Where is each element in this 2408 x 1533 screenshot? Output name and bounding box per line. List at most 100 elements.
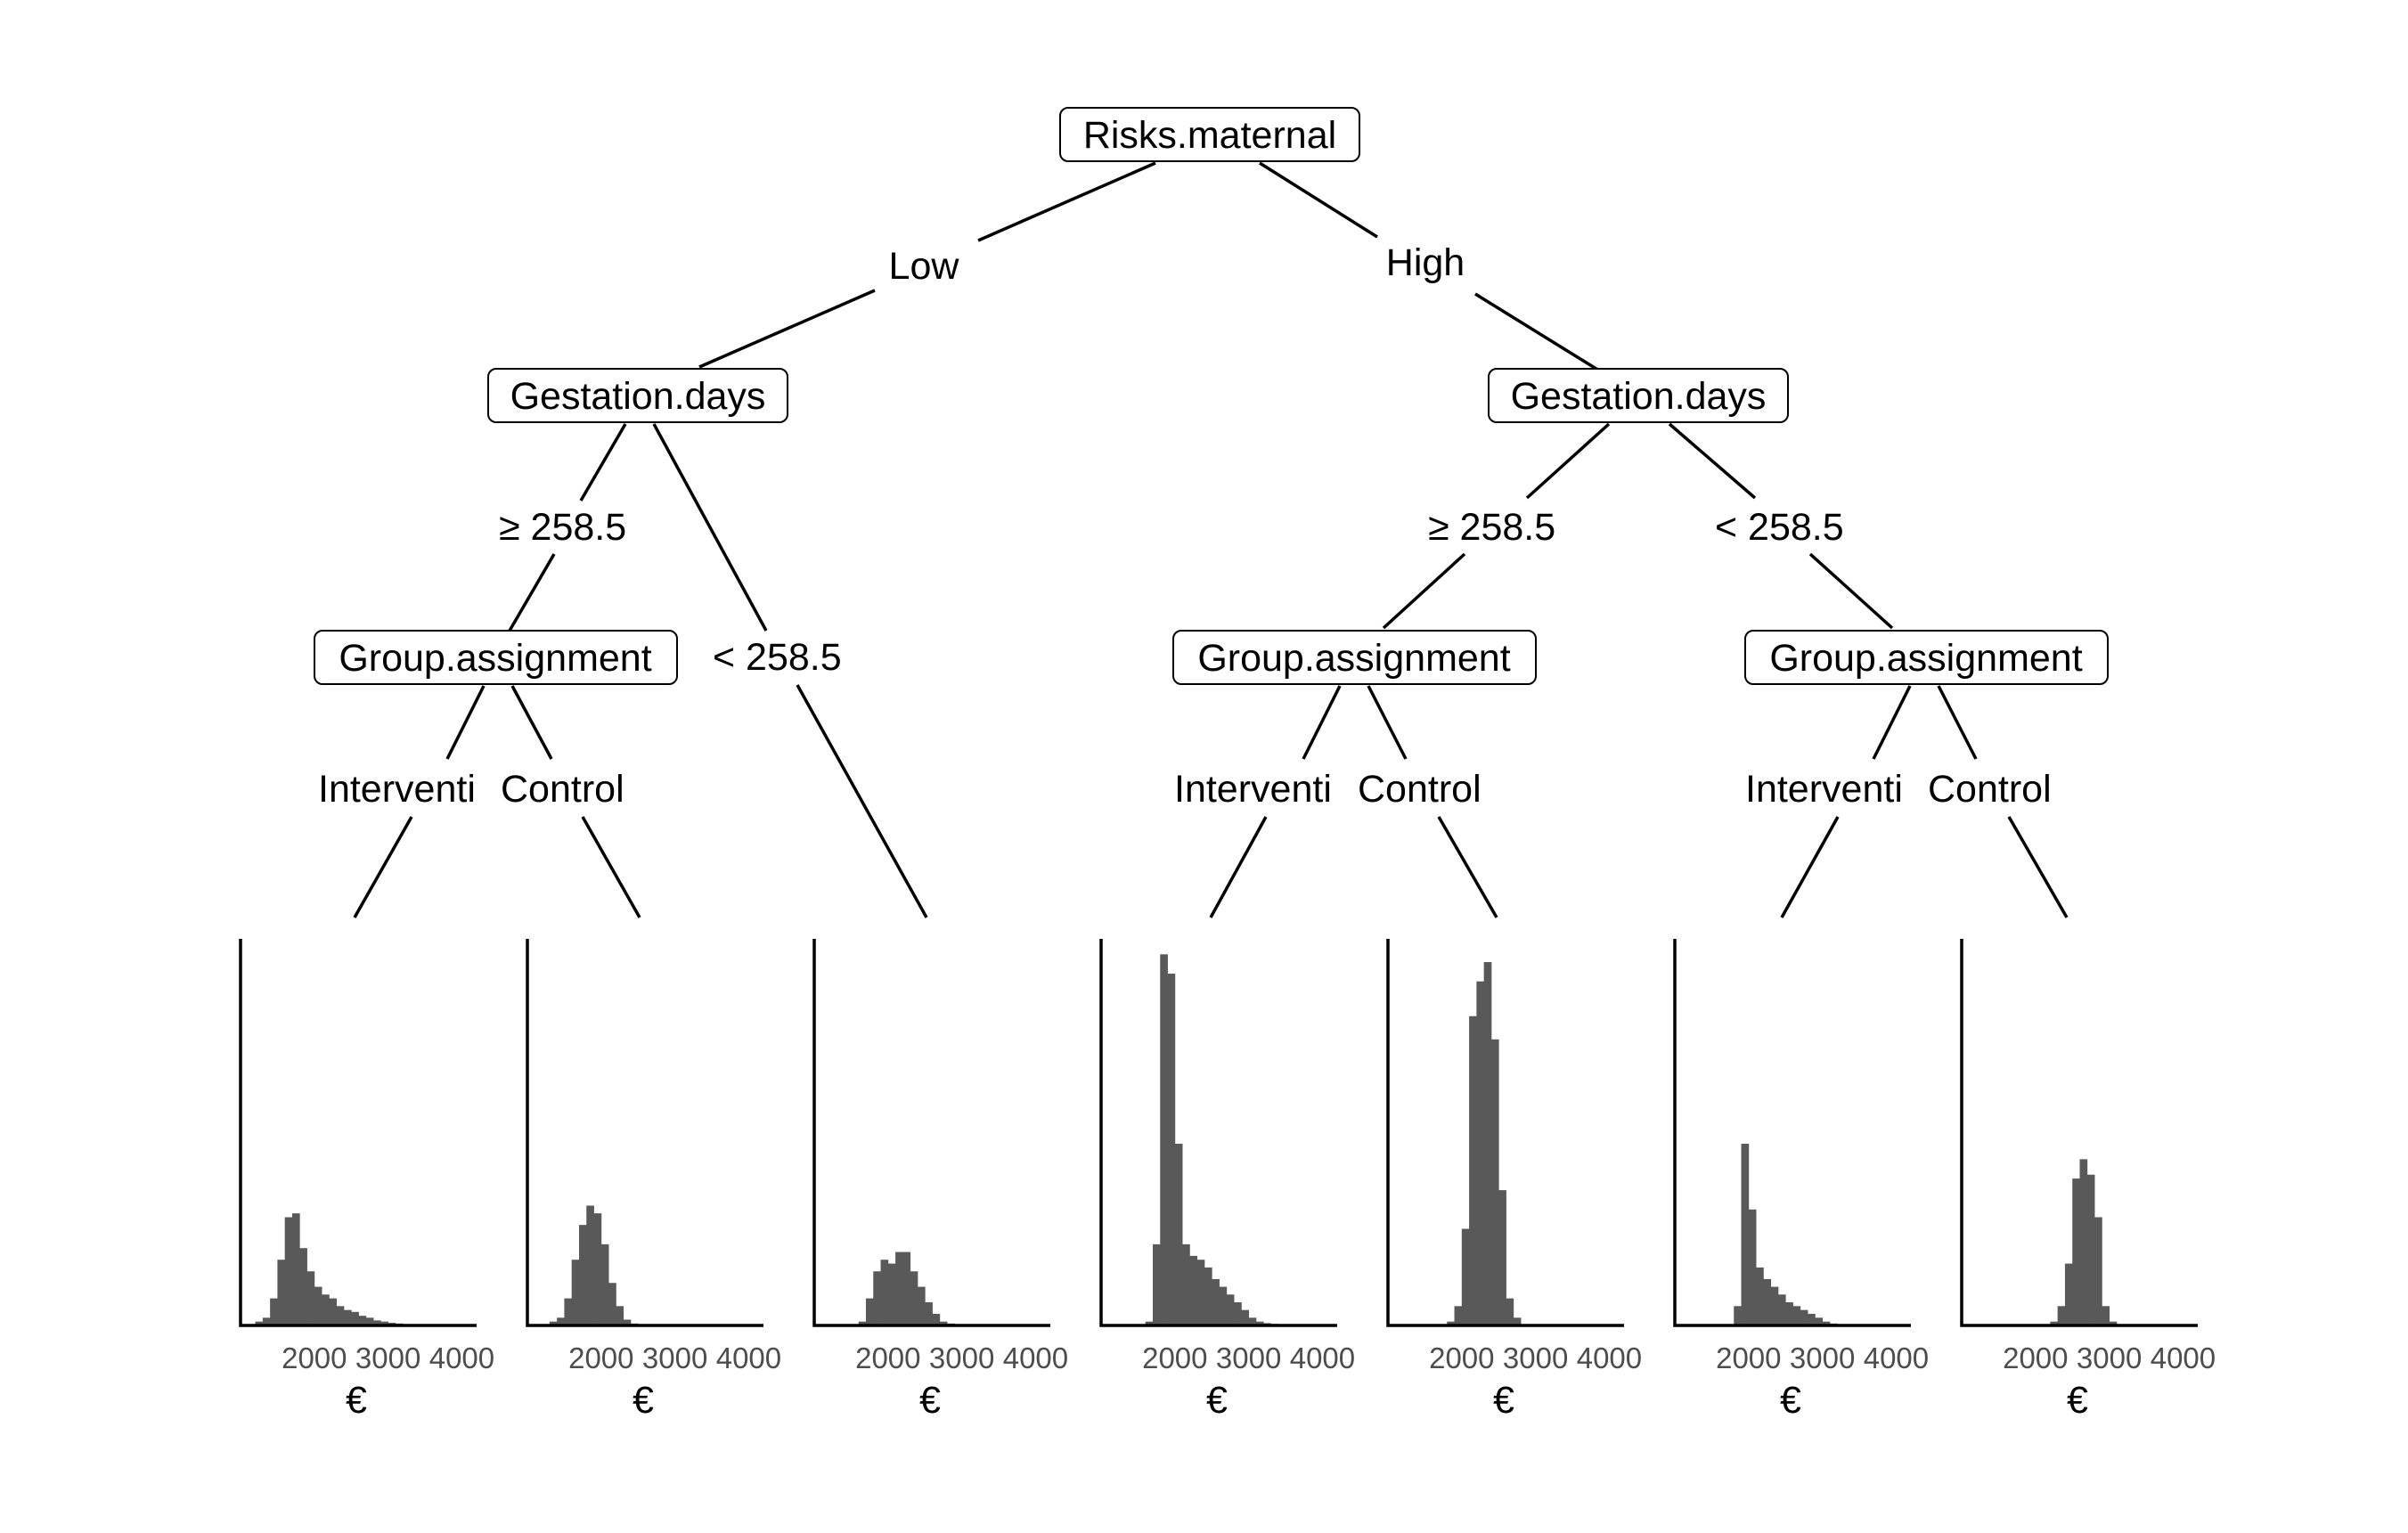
node-label-group-assignment-left: Group.assignment (339, 637, 651, 680)
edge-rg-ctl-lower (2007, 816, 2069, 918)
edge-label-mg-control: Control (1358, 768, 1482, 811)
histogram-bar (1167, 974, 1176, 1325)
node-group-assignment-middle: Group.assignment (1172, 630, 1537, 685)
histogram-bar (623, 1319, 632, 1325)
x-axis-label-euro: € (919, 1379, 941, 1422)
histogram-bar (578, 1225, 587, 1325)
histogram-bar (1785, 1301, 1793, 1325)
x-tick-label: 3000 (2077, 1341, 2142, 1374)
histogram-bar (1734, 1306, 1742, 1325)
histogram-bar (1513, 1317, 1522, 1325)
edge-rg-int-upper (1872, 685, 1912, 760)
node-group-assignment-left: Group.assignment (314, 630, 678, 685)
histogram-bar (1808, 1313, 1816, 1325)
histogram-bar (270, 1298, 278, 1325)
edge-label-right-gest-lt: < 258.5 (1715, 506, 1844, 549)
histogram-bar (1454, 1306, 1463, 1325)
tree-edges (353, 161, 2069, 918)
histogram-bar (1212, 1278, 1220, 1325)
x-axis-label-euro: € (346, 1379, 367, 1422)
node-group-assignment-right: Group.assignment (1744, 630, 2109, 685)
histogram-bar (1204, 1267, 1212, 1325)
histogram-bar (1822, 1321, 1831, 1325)
x-tick-label: 3000 (1503, 1341, 1568, 1374)
x-tick-label: 4000 (1577, 1341, 1642, 1374)
edge-mg-ctl-lower (1437, 816, 1498, 918)
histogram-bar (262, 1317, 271, 1325)
x-tick-label: 2000 (1142, 1341, 1207, 1374)
edge-label-rg-control: Control (1928, 768, 2052, 811)
leaf-histogram-3: 2000 3000 4000 € (812, 939, 1068, 1422)
edge-left-gest-lt-upper (652, 423, 768, 632)
histogram-axes (1099, 939, 1337, 1327)
histogram-bar (917, 1286, 926, 1325)
x-tick-label: 4000 (2151, 1341, 2216, 1374)
edge-label-low: Low (889, 245, 960, 288)
histogram-bar (1770, 1286, 1779, 1325)
x-tick-label: 4000 (1003, 1341, 1068, 1374)
x-tick-label: 4000 (716, 1341, 781, 1374)
histogram-bar (1476, 981, 1485, 1325)
edge-label-lg-intervention: Interventi (318, 768, 476, 811)
edge-lg-int-upper (445, 685, 486, 760)
edge-lg-ctl-upper (510, 685, 553, 760)
histogram-bar (586, 1205, 594, 1325)
node-risks-maternal: Risks.maternal (1059, 107, 1360, 162)
x-tick-label: 3000 (355, 1341, 420, 1374)
histogram-bar (314, 1286, 322, 1325)
histogram-axes (239, 939, 477, 1327)
histogram-bar (1777, 1294, 1786, 1325)
histogram-bar (1160, 954, 1168, 1325)
x-tick-label: 2000 (1429, 1341, 1494, 1374)
histogram-bar (608, 1283, 616, 1325)
x-tick-labels: 2000 3000 4000 (568, 1341, 781, 1374)
histogram-bar (932, 1313, 941, 1325)
leaf-histogram-4: 2000 3000 4000 € (1099, 939, 1355, 1422)
histogram-bar (365, 1317, 374, 1325)
histogram-bar (277, 1260, 286, 1325)
x-tick-label: 4000 (429, 1341, 494, 1374)
leaf-histogram-2: 2000 3000 4000 € (526, 939, 781, 1422)
x-axis-label-euro: € (1493, 1379, 1514, 1422)
edge-right-gest-lt-upper (1668, 422, 1757, 500)
histogram-bar (1483, 962, 1492, 1325)
edge-root-low-lower (698, 289, 876, 369)
x-tick-label: 3000 (929, 1341, 994, 1374)
histogram-bar (373, 1320, 381, 1325)
histogram-bar (1255, 1321, 1264, 1325)
histogram-bar (1461, 1228, 1470, 1325)
histogram-bar (1792, 1306, 1801, 1325)
edge-root-high-lower (1474, 292, 1600, 372)
histogram-bar (1174, 1144, 1183, 1325)
edge-mg-int-upper (1302, 685, 1342, 760)
edge-left-gest-lt-lower (796, 684, 928, 918)
edge-left-gest-ge-upper (579, 423, 627, 501)
x-tick-label: 3000 (1790, 1341, 1855, 1374)
histogram-bar (1490, 1039, 1499, 1325)
histogram-axes (1673, 939, 1911, 1327)
leaf-histograms: 2000 3000 4000€2000 3000 4000€2000 3000 4000€2… (239, 939, 2216, 1422)
histogram-bar (1498, 1190, 1506, 1325)
histogram-bar (1145, 1321, 1154, 1325)
histogram-bar (1182, 1244, 1190, 1325)
histogram-bar (1226, 1294, 1235, 1325)
histogram-bar (2050, 1321, 2059, 1325)
histogram-bar (600, 1244, 609, 1325)
x-axis-label-euro: € (1780, 1379, 1801, 1422)
edge-left-gest-ge-lower (508, 553, 556, 632)
edge-right-gest-lt-lower (1808, 552, 1894, 630)
histogram-bar (1196, 1260, 1205, 1325)
edge-lg-int-lower (353, 816, 413, 918)
x-tick-label: 3000 (642, 1341, 707, 1374)
node-label-gestation-days-right: Gestation.days (1511, 375, 1767, 418)
histogram-bar (902, 1252, 911, 1325)
histogram-bar (322, 1294, 330, 1325)
edge-root-low-upper (977, 161, 1156, 242)
histogram-bar (255, 1321, 264, 1325)
histogram-bar (2079, 1159, 2088, 1325)
x-tick-label: 4000 (1864, 1341, 1929, 1374)
edge-label-left-gest-lt: < 258.5 (713, 636, 842, 679)
histogram-bar (549, 1321, 558, 1325)
histogram-axes (526, 939, 763, 1327)
x-tick-labels: 2000 3000 4000 (2003, 1341, 2216, 1374)
